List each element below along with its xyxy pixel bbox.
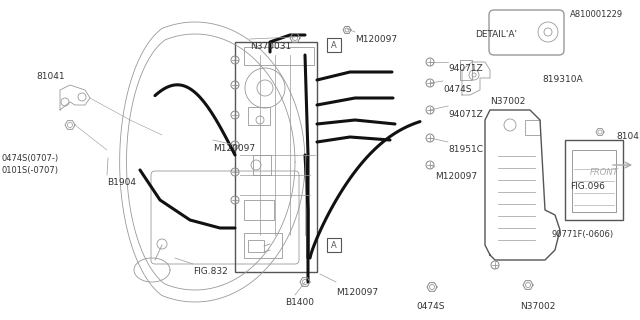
Text: 94071Z: 94071Z: [448, 64, 483, 73]
Bar: [248, 240, 264, 252]
Bar: [248, 107, 270, 125]
Text: 819310A: 819310A: [542, 75, 582, 84]
Text: 0474S(0707-): 0474S(0707-): [2, 154, 59, 163]
Bar: [460, 60, 472, 80]
Text: A810001229: A810001229: [570, 10, 623, 19]
Text: N37002: N37002: [490, 97, 525, 106]
Text: DETAIL'A': DETAIL'A': [475, 30, 517, 39]
Bar: [244, 47, 314, 65]
Bar: [525, 120, 540, 135]
Bar: [244, 233, 282, 258]
Text: 0474S: 0474S: [416, 302, 445, 311]
Text: FRONT: FRONT: [590, 168, 619, 177]
Text: M120097: M120097: [213, 144, 255, 153]
Text: M120097: M120097: [336, 288, 378, 297]
Bar: [565, 140, 623, 220]
Text: 90771F(-0606): 90771F(-0606): [552, 230, 614, 239]
Text: 94071Z: 94071Z: [448, 110, 483, 119]
Text: 81951C: 81951C: [448, 145, 483, 154]
Text: B1400: B1400: [285, 298, 314, 307]
Text: N37002: N37002: [520, 302, 556, 311]
Text: FIG.832: FIG.832: [193, 267, 228, 276]
Text: A: A: [331, 41, 337, 50]
Text: A: A: [331, 241, 337, 250]
Text: FIG.096: FIG.096: [570, 182, 605, 191]
Text: 0474S: 0474S: [443, 85, 472, 94]
Text: M120097: M120097: [435, 172, 477, 181]
Bar: [327, 238, 341, 252]
Text: 81041D: 81041D: [616, 132, 640, 141]
Text: B1904: B1904: [107, 178, 136, 187]
Bar: [235, 42, 317, 272]
Text: 81041: 81041: [36, 72, 65, 81]
Text: M120097: M120097: [355, 35, 397, 44]
Bar: [244, 200, 274, 220]
Text: 0101S(-0707): 0101S(-0707): [2, 166, 59, 175]
Bar: [572, 150, 616, 212]
Bar: [327, 38, 341, 52]
Bar: [253, 155, 271, 175]
Text: N370031: N370031: [250, 42, 291, 51]
